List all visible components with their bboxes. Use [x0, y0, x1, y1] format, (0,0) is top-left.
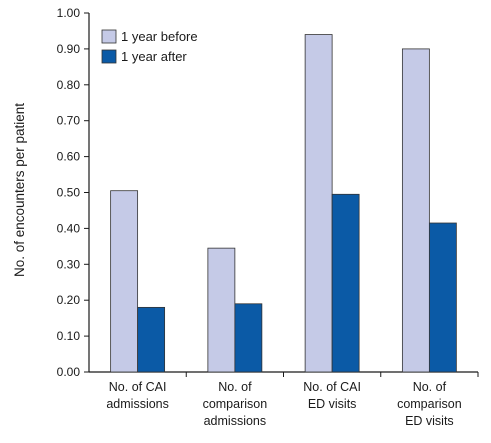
- x-category-label: comparison: [203, 397, 268, 411]
- bar-cai-admissions-before: [110, 190, 139, 373]
- y-tick-label: 0.50: [57, 186, 81, 200]
- x-category-label: No. of CAI: [303, 380, 361, 394]
- y-tick-label: 0.80: [57, 78, 81, 92]
- bar-comparison-ed-visits-after: [428, 222, 457, 373]
- bar-cai-ed-visits-after: [331, 193, 360, 373]
- legend-label-after: 1 year after: [121, 49, 187, 64]
- chart-bars: [110, 34, 457, 373]
- x-category-label: admissions: [106, 397, 169, 411]
- x-category-label: comparison: [397, 397, 462, 411]
- legend-swatch-after: [101, 49, 117, 64]
- legend-label-before: 1 year before: [121, 29, 198, 44]
- x-category-label: No. of: [218, 380, 252, 394]
- y-axis-ticks: 0.00 0.10 0.20 0.30 0.40 0.50 0.60 0.70 0.80 0.90…: [57, 6, 89, 379]
- x-axis-labels: No. of CAI admissions No. of comparison admi…: [106, 372, 479, 428]
- bar-comparison-admissions-after: [234, 303, 263, 373]
- x-category-label: ED visits: [308, 397, 357, 411]
- y-tick-label: 0.70: [57, 114, 81, 128]
- bar-comparison-ed-visits-before: [401, 48, 430, 373]
- y-tick-label: 0.30: [57, 257, 81, 271]
- y-tick-label: 0.60: [57, 150, 81, 164]
- y-tick-label: 0.90: [57, 42, 81, 56]
- legend: 1 year before 1 year after: [101, 29, 198, 64]
- y-tick-label: 0.40: [57, 221, 81, 235]
- y-axis-title: No. of encounters per patient: [12, 103, 27, 277]
- legend-swatch-before: [101, 29, 117, 44]
- bar-comparison-admissions-before: [207, 247, 236, 373]
- x-category-label: ED visits: [405, 414, 454, 428]
- y-tick-label: 0.20: [57, 293, 81, 307]
- y-tick-label: 0.10: [57, 329, 81, 343]
- x-category-label: admissions: [204, 414, 267, 428]
- x-category-label: No. of CAI: [109, 380, 167, 394]
- x-category-label: No. of: [413, 380, 447, 394]
- bar-cai-ed-visits-before: [304, 34, 333, 373]
- bar-cai-admissions-after: [137, 306, 166, 373]
- y-tick-label: 1.00: [57, 6, 81, 20]
- y-tick-label: 0.00: [57, 365, 81, 379]
